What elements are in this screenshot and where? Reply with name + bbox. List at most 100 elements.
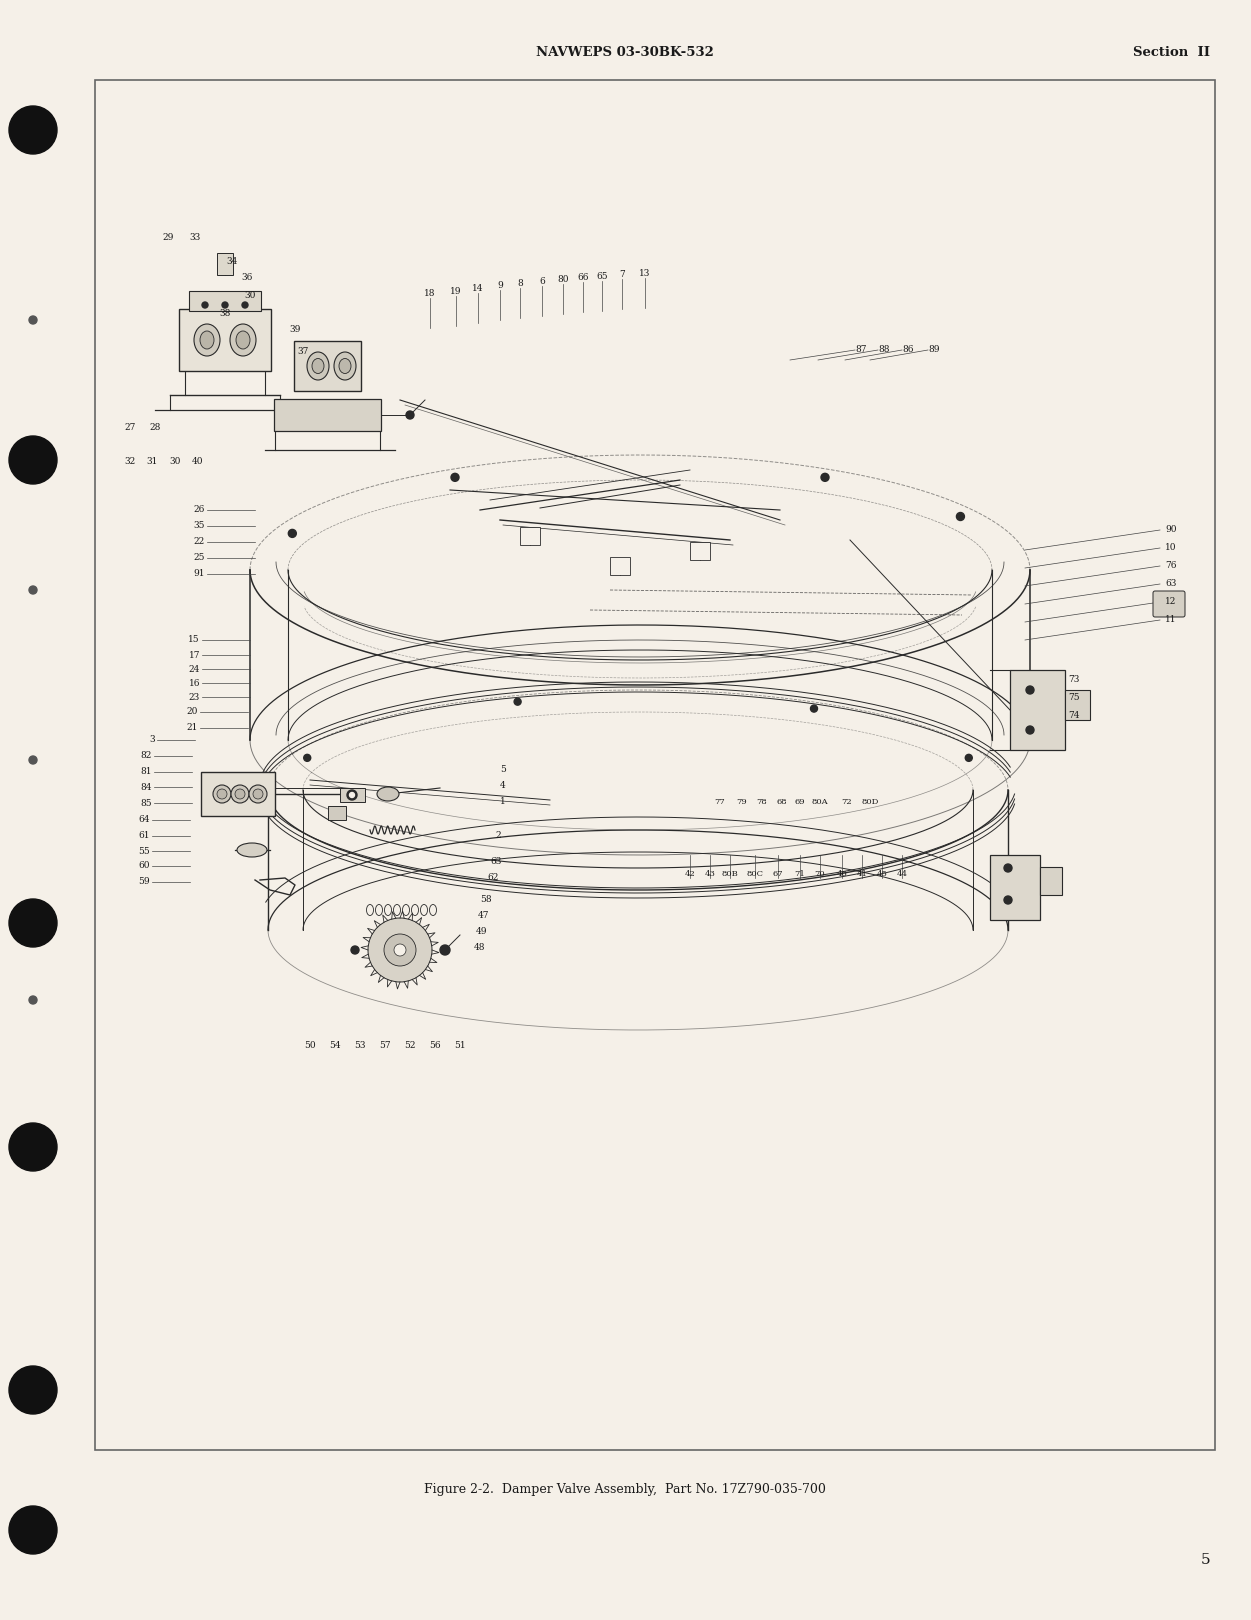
Circle shape bbox=[221, 301, 228, 308]
Ellipse shape bbox=[230, 324, 256, 356]
Text: 38: 38 bbox=[219, 309, 230, 319]
Text: 54: 54 bbox=[329, 1040, 340, 1050]
Text: 6: 6 bbox=[539, 277, 545, 287]
Text: 84: 84 bbox=[140, 782, 153, 792]
Circle shape bbox=[29, 316, 38, 324]
Bar bbox=[328, 807, 347, 820]
Circle shape bbox=[304, 755, 310, 761]
Circle shape bbox=[1005, 863, 1012, 872]
Text: 64: 64 bbox=[139, 815, 150, 825]
Ellipse shape bbox=[306, 352, 329, 381]
Text: 67: 67 bbox=[773, 870, 783, 878]
Text: 23: 23 bbox=[189, 692, 200, 701]
Circle shape bbox=[216, 789, 226, 799]
Text: 56: 56 bbox=[429, 1040, 440, 1050]
Text: 26: 26 bbox=[194, 505, 205, 515]
Text: 89: 89 bbox=[928, 345, 940, 355]
Text: 77: 77 bbox=[714, 799, 726, 807]
Circle shape bbox=[9, 105, 58, 154]
Text: 81: 81 bbox=[140, 768, 153, 776]
Circle shape bbox=[29, 996, 38, 1004]
Circle shape bbox=[1005, 896, 1012, 904]
Text: 52: 52 bbox=[404, 1040, 415, 1050]
Text: 63: 63 bbox=[1165, 580, 1176, 588]
Text: 25: 25 bbox=[194, 554, 205, 562]
Text: 80C: 80C bbox=[747, 870, 763, 878]
Circle shape bbox=[235, 789, 245, 799]
Ellipse shape bbox=[194, 324, 220, 356]
Bar bbox=[691, 543, 711, 561]
Text: 40: 40 bbox=[193, 457, 204, 467]
Text: 69: 69 bbox=[794, 799, 806, 807]
Text: 37: 37 bbox=[298, 348, 309, 356]
Text: 70: 70 bbox=[814, 870, 826, 878]
Text: 48: 48 bbox=[474, 943, 485, 953]
Text: 44: 44 bbox=[897, 870, 907, 878]
Text: 42: 42 bbox=[684, 870, 696, 878]
Circle shape bbox=[957, 512, 965, 520]
Bar bbox=[1040, 867, 1062, 894]
Text: 59: 59 bbox=[139, 878, 150, 886]
Text: 41: 41 bbox=[857, 870, 867, 878]
Circle shape bbox=[514, 698, 522, 705]
Text: 17: 17 bbox=[189, 651, 200, 659]
FancyBboxPatch shape bbox=[274, 399, 382, 431]
Text: 18: 18 bbox=[424, 288, 435, 298]
Text: 61: 61 bbox=[139, 831, 150, 841]
Text: 55: 55 bbox=[139, 847, 150, 855]
Circle shape bbox=[231, 786, 249, 804]
Text: 65: 65 bbox=[597, 272, 608, 280]
Text: 50: 50 bbox=[304, 1040, 315, 1050]
Text: 30: 30 bbox=[169, 457, 180, 467]
Text: 71: 71 bbox=[794, 870, 806, 878]
Circle shape bbox=[253, 789, 263, 799]
Text: 68: 68 bbox=[777, 799, 787, 807]
Text: 74: 74 bbox=[1068, 711, 1080, 721]
Circle shape bbox=[349, 792, 354, 797]
Ellipse shape bbox=[236, 330, 250, 348]
Text: 43: 43 bbox=[704, 870, 716, 878]
Text: 72: 72 bbox=[842, 799, 852, 807]
Text: 78: 78 bbox=[757, 799, 767, 807]
Text: 53: 53 bbox=[354, 1040, 365, 1050]
Text: 76: 76 bbox=[1165, 562, 1176, 570]
Circle shape bbox=[368, 919, 432, 982]
Text: 85: 85 bbox=[140, 799, 153, 807]
Circle shape bbox=[352, 946, 359, 954]
FancyBboxPatch shape bbox=[1153, 591, 1185, 617]
Text: 19: 19 bbox=[450, 287, 462, 296]
Text: 90: 90 bbox=[1165, 525, 1176, 535]
Text: 79: 79 bbox=[737, 799, 747, 807]
Circle shape bbox=[384, 935, 417, 966]
Ellipse shape bbox=[377, 787, 399, 800]
Circle shape bbox=[9, 1123, 58, 1171]
Text: 75: 75 bbox=[1068, 693, 1080, 703]
Text: 86: 86 bbox=[902, 345, 913, 355]
Text: 8: 8 bbox=[517, 279, 523, 288]
Circle shape bbox=[9, 1507, 58, 1554]
Bar bbox=[216, 253, 233, 275]
Ellipse shape bbox=[200, 330, 214, 348]
Text: 35: 35 bbox=[194, 522, 205, 530]
Text: 2: 2 bbox=[495, 831, 500, 839]
Text: 80B: 80B bbox=[722, 870, 738, 878]
Circle shape bbox=[241, 301, 248, 308]
Bar bbox=[610, 557, 631, 575]
Text: 47: 47 bbox=[478, 912, 489, 920]
Text: 87: 87 bbox=[854, 345, 867, 355]
Text: 1: 1 bbox=[500, 797, 505, 807]
Text: 36: 36 bbox=[241, 274, 253, 282]
FancyBboxPatch shape bbox=[179, 309, 271, 371]
Text: 60: 60 bbox=[139, 862, 150, 870]
Text: 73: 73 bbox=[1068, 676, 1080, 685]
Text: 29: 29 bbox=[163, 233, 174, 243]
Text: 20: 20 bbox=[186, 708, 198, 716]
Text: 14: 14 bbox=[472, 284, 484, 293]
Text: 3: 3 bbox=[149, 735, 155, 745]
Text: 80: 80 bbox=[557, 275, 569, 284]
Text: 82: 82 bbox=[140, 752, 153, 760]
Text: 88: 88 bbox=[878, 345, 889, 355]
Circle shape bbox=[394, 944, 407, 956]
Circle shape bbox=[201, 301, 208, 308]
Circle shape bbox=[249, 786, 266, 804]
